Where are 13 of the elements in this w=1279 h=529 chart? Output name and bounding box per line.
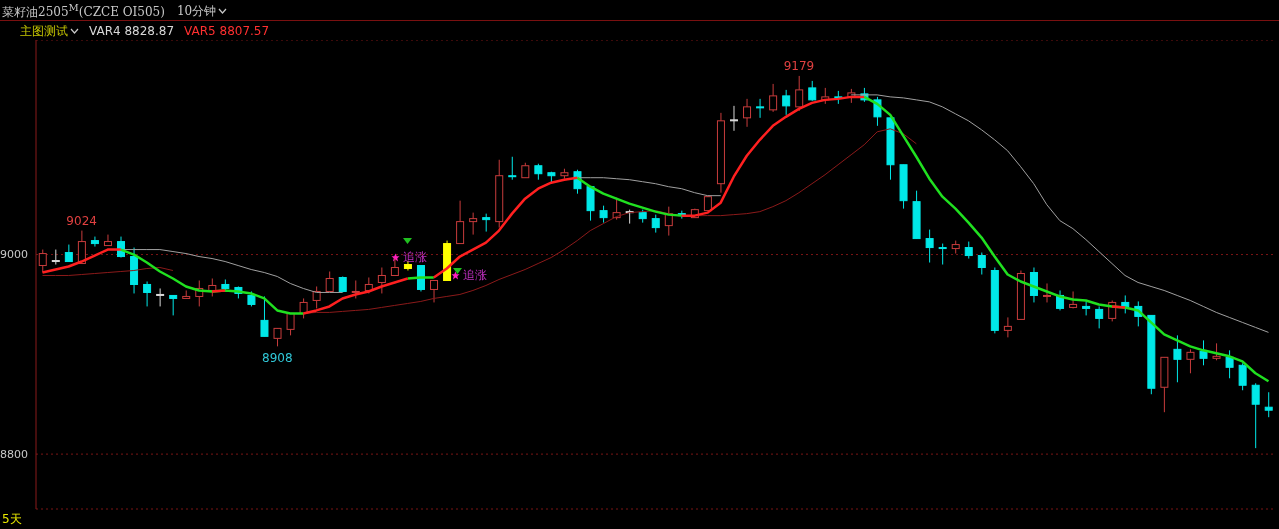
chart-title: 菜籽油2505$^{M}$(CZCE OI505) — [2, 1, 165, 21]
y-tick-label: 8800 — [0, 448, 28, 462]
annotation: 9179 — [783, 58, 815, 73]
text: 主图测试 — [20, 22, 68, 40]
chart-subtitle: 10分钟 — [176, 2, 217, 20]
annotation: 8908 — [262, 351, 293, 366]
text: VAR4 8828.87 — [89, 24, 175, 38]
annotation: 追涨 — [462, 268, 488, 282]
text: VAR5 8807.57 — [184, 24, 270, 38]
annotation: 追涨 — [402, 250, 428, 264]
annotation: 9024 — [66, 213, 97, 228]
text: 5天 — [2, 511, 22, 528]
y-tick-label: 9000 — [0, 248, 28, 262]
